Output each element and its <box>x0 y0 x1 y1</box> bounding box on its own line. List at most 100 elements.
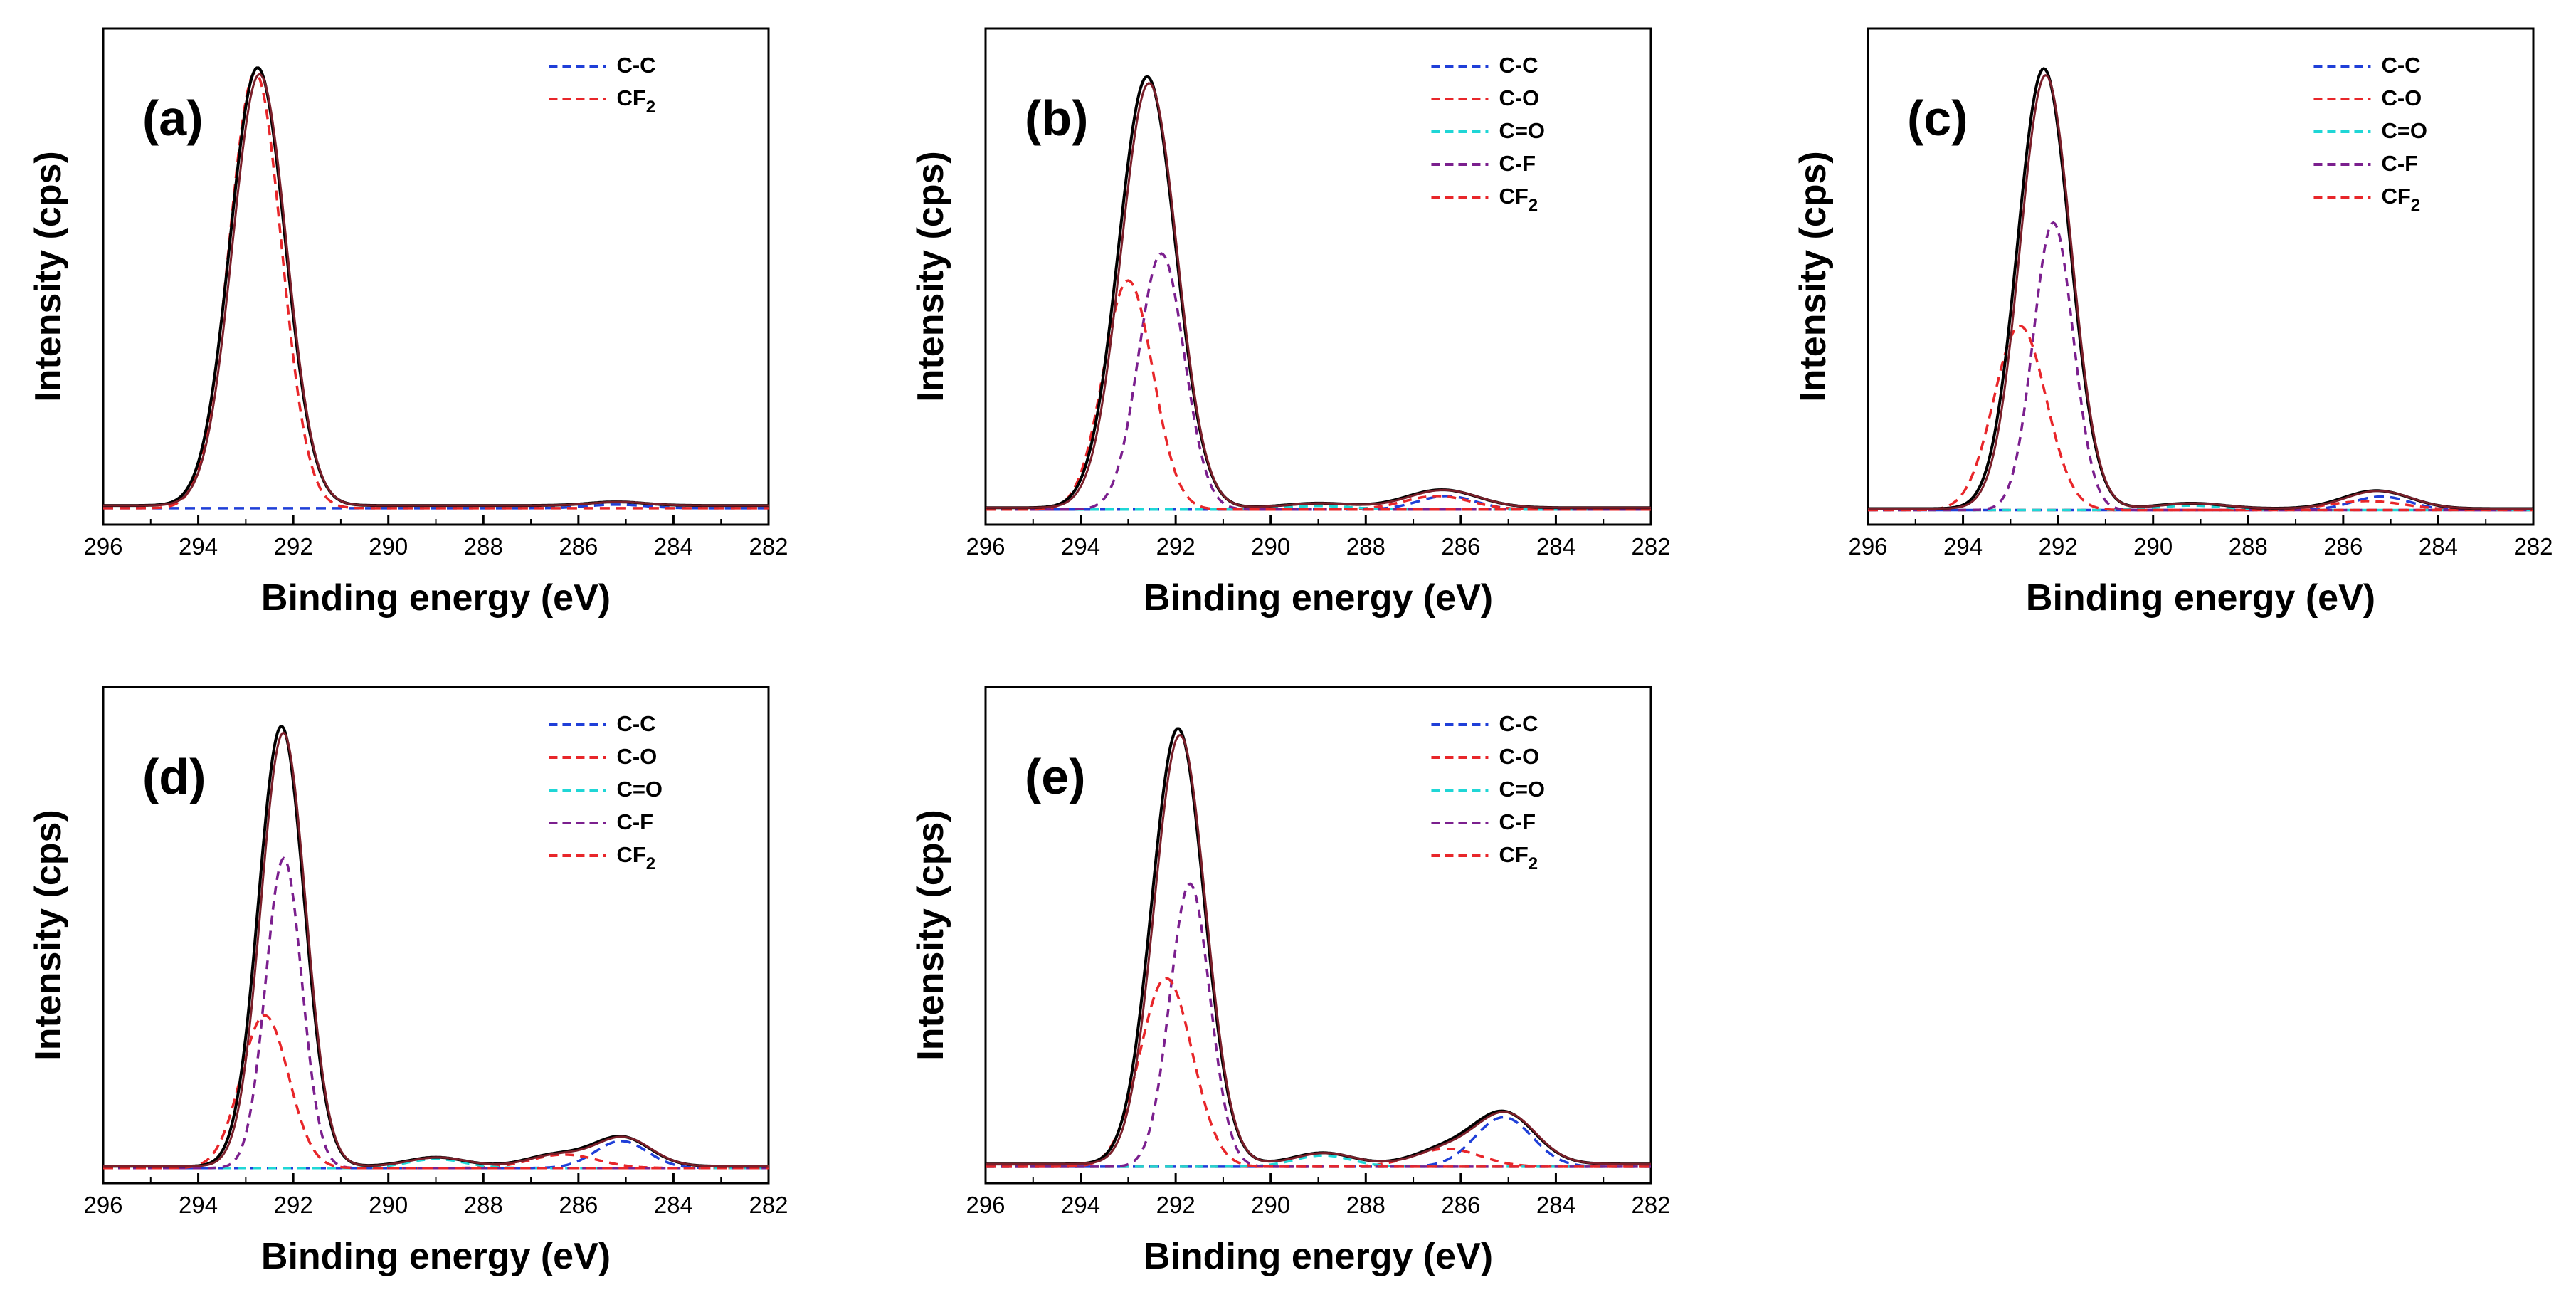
legend-label: C-F <box>2381 151 2418 176</box>
x-tick-label: 296 <box>966 1192 1005 1218</box>
x-tick-label: 282 <box>749 533 788 560</box>
component-c-f <box>1868 221 2533 512</box>
legend: C-C C-O C=O C-F CF2 <box>1431 711 1545 873</box>
legend-label: C-O <box>616 744 657 769</box>
legend: C-C C-O C=O C-F CF2 <box>2313 53 2427 215</box>
x-tick-label: 290 <box>1251 533 1290 560</box>
x-tick-label: 290 <box>2133 533 2173 560</box>
component-c-c <box>986 1116 1651 1168</box>
y-axis-title: Intensity (cps) <box>1793 151 1834 402</box>
x-tick-label: 282 <box>1631 1192 1670 1218</box>
panel-label: (a) <box>142 90 204 146</box>
panel-label: (c) <box>1907 90 1968 146</box>
x-tick-label: 290 <box>1251 1192 1290 1218</box>
x-tick-label: 286 <box>559 533 598 560</box>
x-tick-label: 294 <box>179 1192 218 1218</box>
x-tick-label: 292 <box>1156 1192 1195 1218</box>
legend-label: C-C <box>1499 53 1538 78</box>
x-tick-label: 286 <box>559 1192 598 1218</box>
panel-c: 296 294 292 290 288 286 284 282 Binding energy (… <box>1793 27 2553 619</box>
x-tick-label: 294 <box>179 533 218 560</box>
y-axis-title: Intensity (cps) <box>28 151 69 402</box>
x-tick-label: 284 <box>654 533 693 560</box>
x-axis-title: Binding energy (eV) <box>261 577 611 619</box>
x-tick-label: 296 <box>83 1192 122 1218</box>
x-tick-label: 286 <box>1441 533 1480 560</box>
fit-envelope <box>103 731 769 1167</box>
legend-label: C=O <box>1499 118 1545 143</box>
y-axis-title: Intensity (cps) <box>910 151 951 402</box>
fit-envelope <box>1868 74 2533 510</box>
legend-label: C-F <box>616 809 653 834</box>
legend: C-C CF2 <box>549 53 656 117</box>
legend-label: CF2 <box>1499 842 1538 873</box>
legend-label: CF2 <box>1499 184 1538 215</box>
x-tick-label: 294 <box>1061 533 1100 560</box>
component-c-f <box>986 252 1651 511</box>
x-axis-title: Binding energy (eV) <box>1144 577 1493 619</box>
x-tick-label: 286 <box>2323 533 2363 560</box>
legend-label: C=O <box>1499 777 1545 802</box>
x-tick-label: 296 <box>83 533 122 560</box>
legend-label: C-O <box>1499 85 1539 110</box>
legend-label: C=O <box>616 777 663 802</box>
x-tick-label: 288 <box>464 533 503 560</box>
x-tick-label: 284 <box>2419 533 2458 560</box>
x-tick-label: 284 <box>1536 1192 1575 1218</box>
x-tick-label: 282 <box>749 1192 788 1218</box>
x-tick-label: 294 <box>1943 533 1983 560</box>
component-cf2 <box>103 1014 769 1170</box>
panel-a: 296 294 292 290 288 286 284 282 Binding energy (… <box>28 27 788 619</box>
fit-envelope <box>986 733 1651 1165</box>
component-c-f <box>986 882 1651 1168</box>
x-axis-title: Binding energy (eV) <box>2026 577 2375 619</box>
y-axis-title: Intensity (cps) <box>910 809 951 1061</box>
curves <box>103 66 769 510</box>
legend-label: C-C <box>2381 53 2420 78</box>
x-tick-label: 294 <box>1061 1192 1100 1218</box>
x-tick-label: 288 <box>1346 1192 1385 1218</box>
legend-label: CF2 <box>616 842 655 873</box>
x-tick-label: 282 <box>1631 533 1670 560</box>
panel-e: 296 294 292 290 288 286 284 282 Binding energy (… <box>910 686 1671 1277</box>
legend-label: C-C <box>1499 711 1538 736</box>
legend: C-C C-O C=O C-F CF2 <box>1431 53 1545 215</box>
legend-label: CF2 <box>616 85 655 117</box>
panel-d: 296 294 292 290 288 286 284 282 Binding energy (… <box>28 686 788 1277</box>
x-tick-label: 292 <box>274 533 313 560</box>
legend-label: C-F <box>1499 809 1536 834</box>
x-tick-label: 288 <box>1346 533 1385 560</box>
legend-label: C-F <box>1499 151 1536 176</box>
panel-label: (b) <box>1025 90 1088 146</box>
x-tick-label: 292 <box>2039 533 2078 560</box>
curves <box>986 727 1651 1168</box>
x-tick-label: 284 <box>1536 533 1575 560</box>
x-tick-label: 292 <box>274 1192 313 1218</box>
component-ceqo <box>986 504 1651 511</box>
component-c-f <box>103 856 769 1170</box>
curves <box>103 725 769 1170</box>
component-c-c <box>103 503 769 510</box>
panel-label: (d) <box>142 749 206 804</box>
legend-label: C-O <box>1499 744 1539 769</box>
x-tick-label: 296 <box>966 533 1005 560</box>
legend-label: C-C <box>616 711 655 736</box>
x-tick-label: 282 <box>2513 533 2553 560</box>
x-tick-label: 284 <box>654 1192 693 1218</box>
x-axis-title: Binding energy (eV) <box>261 1236 611 1277</box>
curves <box>986 75 1651 511</box>
x-tick-label: 290 <box>369 1192 408 1218</box>
curves <box>1868 67 2533 512</box>
legend: C-C C-O C=O C-F CF2 <box>549 711 663 873</box>
legend-label: C=O <box>2381 118 2427 143</box>
panel-label: (e) <box>1025 749 1086 804</box>
y-axis-title: Intensity (cps) <box>28 809 69 1061</box>
component-cf2 <box>986 977 1651 1168</box>
legend-label: C-O <box>2381 85 2422 110</box>
fit-envelope <box>103 73 769 507</box>
fit-envelope <box>986 82 1651 509</box>
legend-label: CF2 <box>2381 184 2420 215</box>
x-tick-label: 290 <box>369 533 408 560</box>
x-axis-title: Binding energy (eV) <box>1144 1236 1493 1277</box>
